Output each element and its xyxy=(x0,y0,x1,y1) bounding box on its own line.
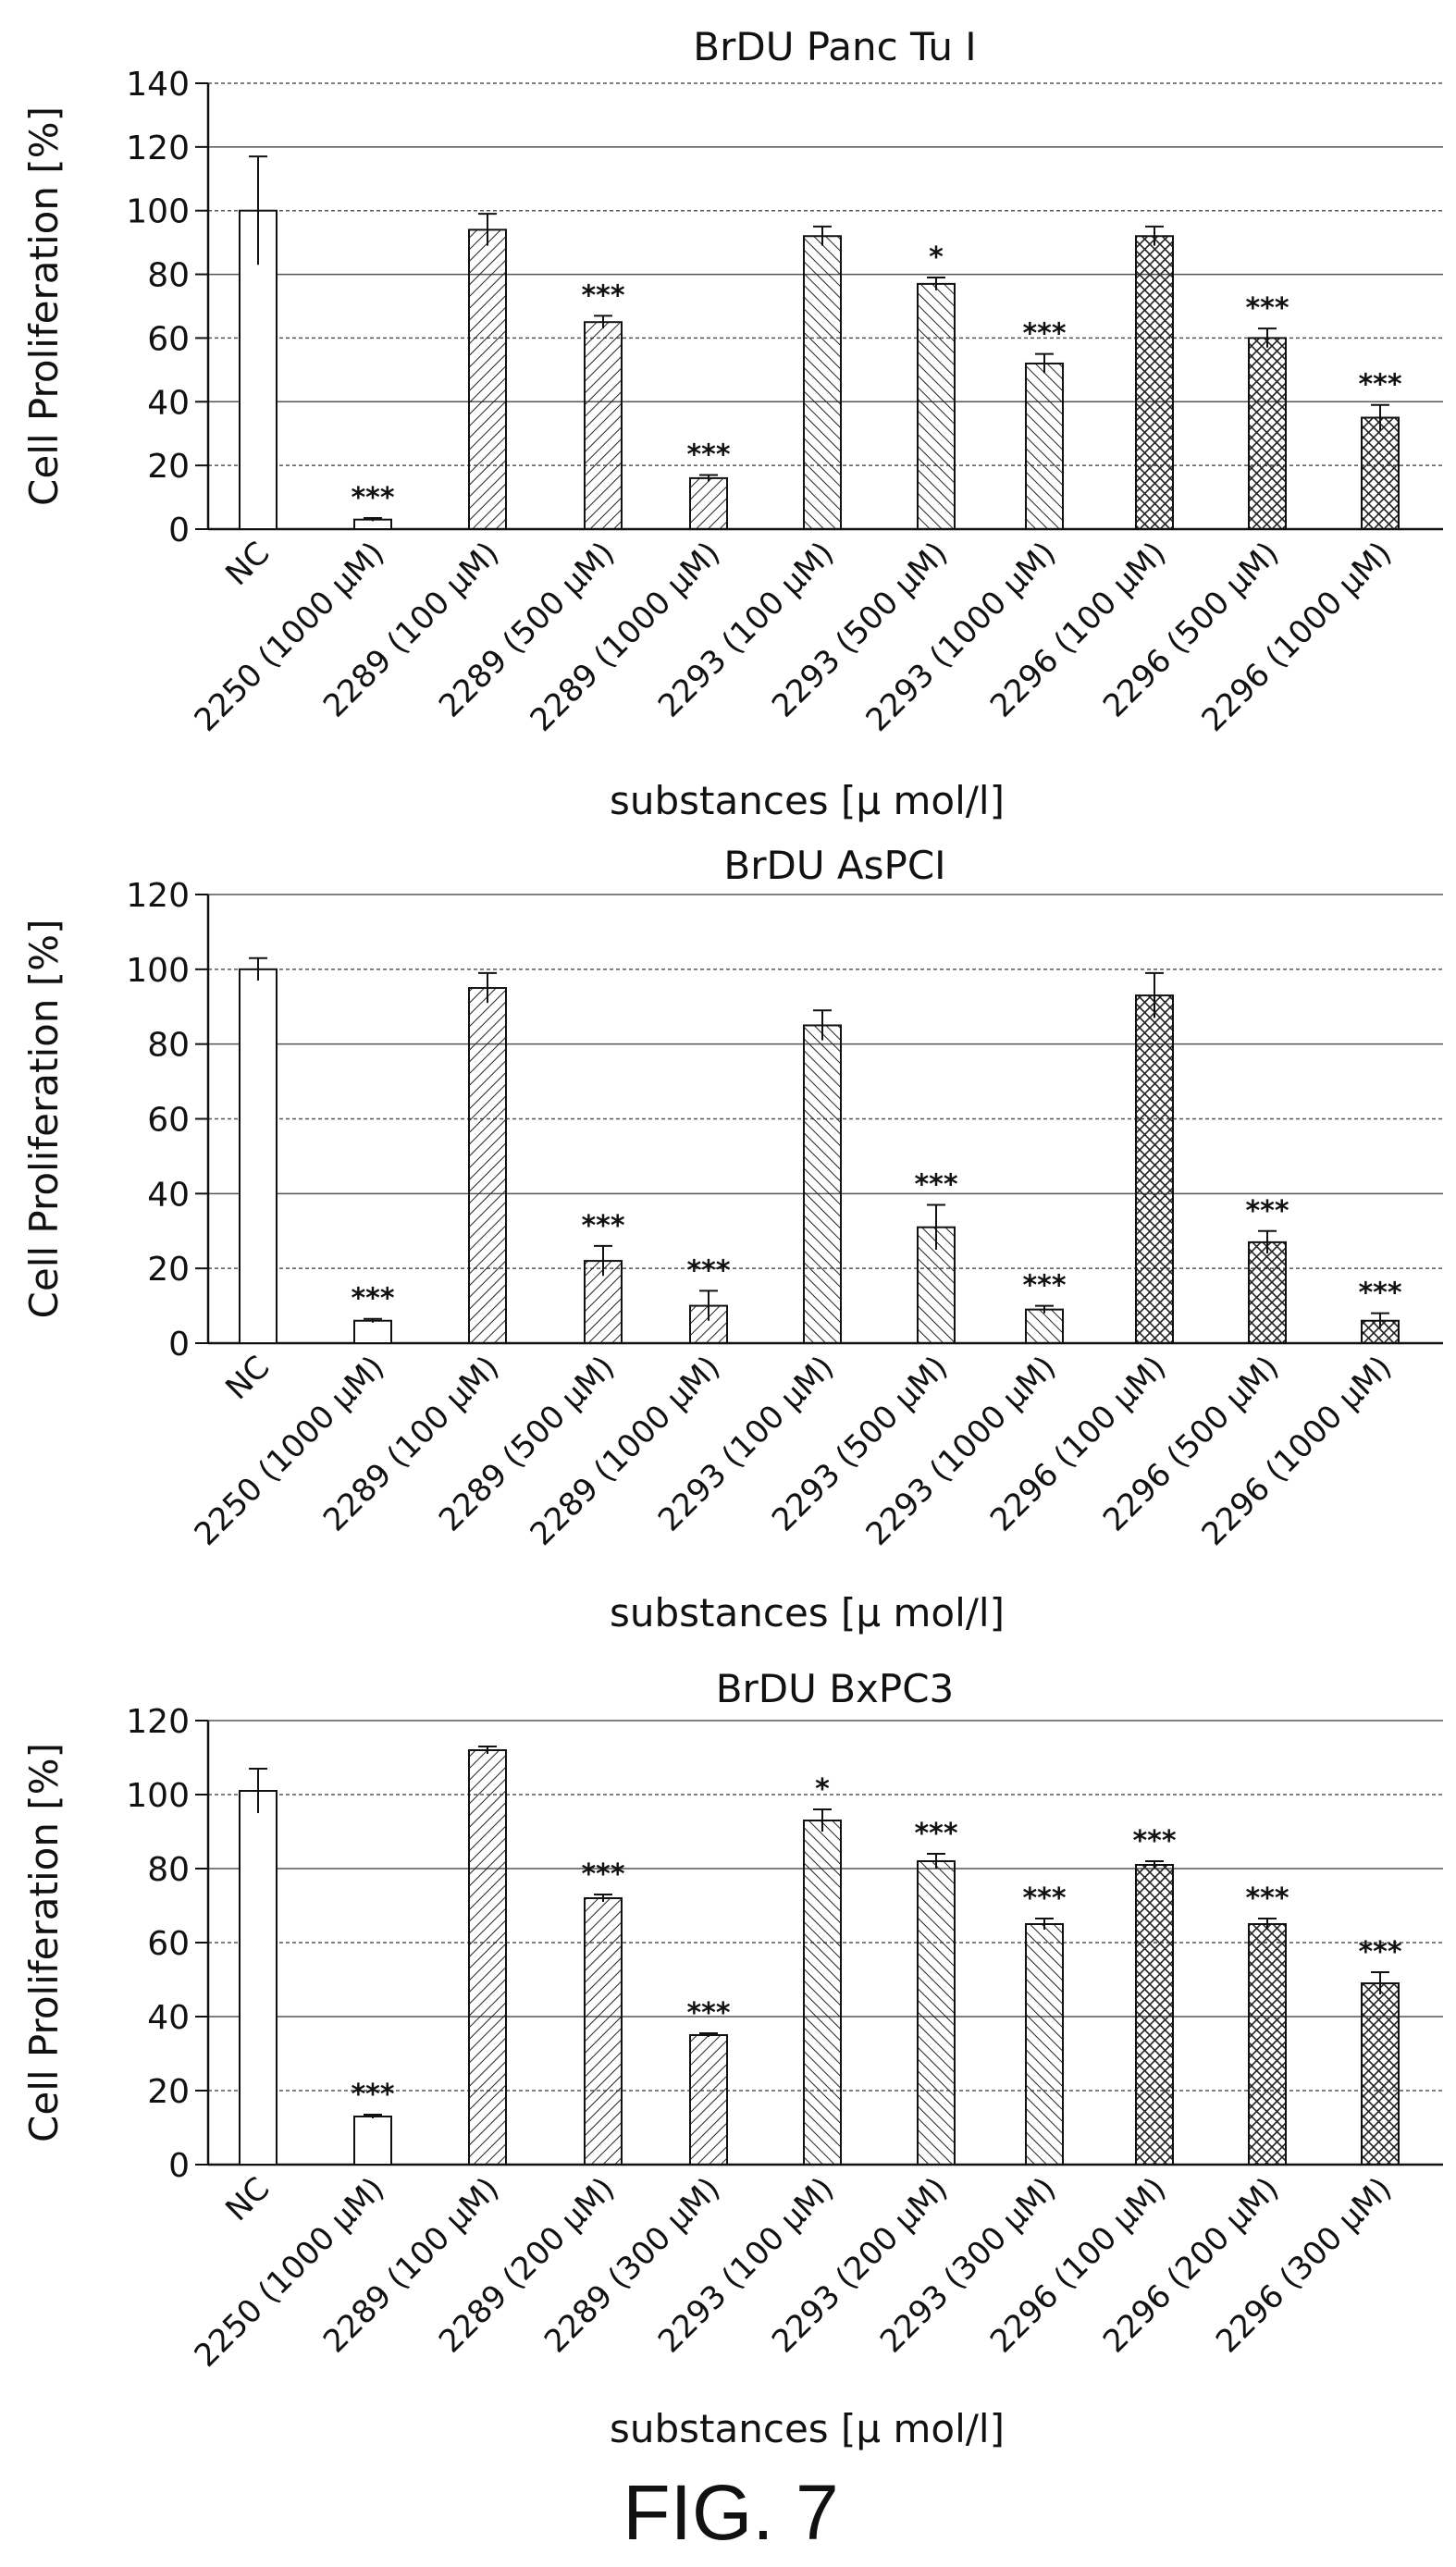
bar xyxy=(353,1319,392,1344)
bar xyxy=(468,228,507,530)
y-tick-label: 140 xyxy=(126,66,190,104)
significance-label: *** xyxy=(1358,1936,1401,1968)
significance-label: *** xyxy=(914,1168,957,1201)
significance-label: *** xyxy=(351,1283,394,1315)
bar xyxy=(239,968,278,1345)
chart-title: BrDU AsPCI xyxy=(723,843,945,888)
significance-label: *** xyxy=(1245,1195,1289,1228)
y-tick-label: 40 xyxy=(147,384,190,422)
x-axis-label: substances [μ mol/l] xyxy=(610,1590,1005,1635)
y-tick-label: 80 xyxy=(147,1851,190,1889)
category-label: 2293 (1000 μM) xyxy=(859,1349,1064,1553)
significance-label: *** xyxy=(1358,1277,1401,1310)
y-tick-label: 60 xyxy=(147,1102,190,1140)
chart-panc-tu-i: BrDU Panc Tu I 0 20 40 60 80 100 120 140 Cell Pro… xyxy=(21,24,1443,823)
significance-label: *** xyxy=(351,482,394,514)
y-tick-label: 60 xyxy=(147,1925,190,1963)
significance-label: *** xyxy=(1132,1825,1176,1857)
y-tick-label: 100 xyxy=(126,952,190,990)
category-label: 2293 (1000 μM) xyxy=(859,535,1064,739)
bar xyxy=(1025,1308,1064,1344)
significance-label: * xyxy=(815,1773,830,1806)
category-label: NC xyxy=(218,1349,277,1407)
significance-label: *** xyxy=(686,438,730,471)
figure-label: FIG. 7 xyxy=(623,2469,838,2556)
bar xyxy=(1248,337,1287,530)
significance-label: *** xyxy=(1022,318,1066,351)
bar xyxy=(468,987,507,1344)
chart-bxpc3: BrDU BxPC3 0 20 40 60 80 100 120 Cell Proliferat… xyxy=(21,1666,1443,2451)
significance-label: *** xyxy=(581,1858,624,1891)
chart-title: BrDU BxPC3 xyxy=(716,1666,955,1711)
y-tick-label: 100 xyxy=(126,193,190,231)
significance-label: * xyxy=(929,241,944,274)
significance-label: *** xyxy=(1245,1882,1289,1915)
y-tick-label: 20 xyxy=(147,448,190,486)
bar xyxy=(803,235,842,530)
category-label: NC xyxy=(218,2170,277,2228)
category-label: 2296 (1000 μM) xyxy=(1195,1349,1400,1553)
y-axis-label: Cell Proliferation [%] xyxy=(21,1743,67,2142)
category-label: 2250 (1000 μM) xyxy=(188,2170,392,2375)
bar xyxy=(1248,1923,1287,2166)
bar xyxy=(1361,416,1400,530)
y-tick-label: 40 xyxy=(147,1999,190,2037)
y-tick-label: 100 xyxy=(126,1777,190,1815)
bar xyxy=(689,476,728,531)
y-tick-label: 40 xyxy=(147,1176,190,1214)
significance-label: *** xyxy=(686,1254,730,1287)
significance-label: *** xyxy=(581,279,624,312)
category-label: 2289 (1000 μM) xyxy=(524,1349,728,1553)
significance-label: *** xyxy=(1245,292,1289,325)
chart-title: BrDU Panc Tu I xyxy=(693,24,976,69)
bar xyxy=(584,321,623,531)
significance-label: *** xyxy=(351,2079,394,2111)
significance-label: *** xyxy=(581,1210,624,1242)
bar xyxy=(917,1860,956,2166)
bar xyxy=(1135,235,1174,530)
y-tick-label: 0 xyxy=(168,512,190,549)
bar xyxy=(689,2034,728,2166)
category-label: 2250 (1000 μM) xyxy=(188,1349,392,1553)
y-tick-label: 20 xyxy=(147,2073,190,2111)
category-label: NC xyxy=(218,535,277,593)
bar xyxy=(1135,1864,1174,2166)
y-axis-label: Cell Proliferation [%] xyxy=(21,106,67,506)
bar xyxy=(803,1024,842,1345)
significance-label: *** xyxy=(914,1818,957,1850)
y-tick-label: 120 xyxy=(126,877,190,915)
bar xyxy=(1025,362,1064,530)
y-tick-label: 20 xyxy=(147,1251,190,1289)
bar xyxy=(1025,1923,1064,2166)
bar xyxy=(584,1897,623,2166)
chart-aspci: BrDU AsPCI 0 20 40 60 80 100 120 Cell Proliferat… xyxy=(21,843,1443,1635)
significance-label: *** xyxy=(1022,1882,1066,1915)
bar xyxy=(239,1790,278,2166)
bar xyxy=(1248,1240,1287,1344)
y-tick-label: 0 xyxy=(168,2147,190,2185)
bar xyxy=(1135,994,1174,1344)
bar xyxy=(353,2116,392,2166)
y-tick-label: 80 xyxy=(147,1027,190,1065)
x-axis-label: substances [μ mol/l] xyxy=(610,778,1005,823)
significance-label: *** xyxy=(1358,369,1401,401)
y-tick-label: 120 xyxy=(126,130,190,167)
x-axis-label: substances [μ mol/l] xyxy=(610,2406,1005,2451)
y-tick-label: 80 xyxy=(147,257,190,295)
y-tick-label: 60 xyxy=(147,320,190,358)
bar xyxy=(917,282,956,530)
bar xyxy=(1361,1982,1400,2166)
y-axis-label: Cell Proliferation [%] xyxy=(21,919,67,1319)
bar xyxy=(468,1749,507,2166)
category-label: 2289 (1000 μM) xyxy=(524,535,728,739)
y-tick-label: 120 xyxy=(126,1703,190,1741)
bar xyxy=(803,1820,842,2166)
y-tick-label: 0 xyxy=(168,1326,190,1364)
category-label: 2296 (1000 μM) xyxy=(1195,535,1400,739)
significance-label: *** xyxy=(686,1997,730,2030)
significance-label: *** xyxy=(1022,1270,1066,1302)
category-label: 2250 (1000 μM) xyxy=(188,535,392,739)
